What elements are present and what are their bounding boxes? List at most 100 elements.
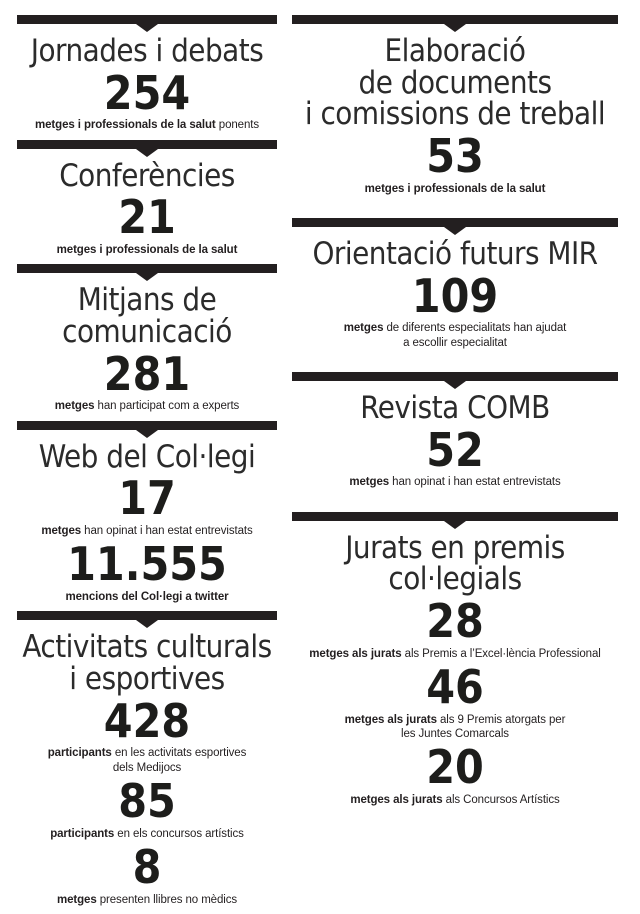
section-title: Mitjans de comunicació: [17, 285, 277, 348]
section-title-line: Mitjans de: [77, 282, 217, 319]
stat: 254 metges i professionals de la salut p…: [17, 65, 277, 133]
arrow-down-icon: [136, 24, 158, 32]
section-conferencies: Conferències 21 metges i professionals d…: [17, 139, 277, 258]
stat-value: 8: [132, 840, 162, 895]
stat: 85 participants en els concursos artísti…: [17, 774, 277, 841]
section-divider-bar: [292, 217, 618, 235]
stat-caption: metges han participat com a experts: [17, 399, 277, 413]
section-revista-comb: Revista COMB 52 metges han opinat i han …: [292, 371, 618, 490]
stat: 21 metges i professionals de la salut: [17, 190, 277, 257]
section-title: Elaboració de documents i comissions de …: [292, 33, 618, 133]
stat-value: 17: [118, 471, 176, 526]
stat-value: 28: [426, 593, 484, 648]
stat-caption: metges als jurats als 9 Premis atorgats …: [292, 713, 618, 742]
section-title-line: de documents: [358, 64, 553, 101]
section-title: Orientació futurs MIR: [292, 235, 618, 272]
stat-caption-line2: dels Medijocs: [112, 761, 182, 774]
stat-caption-rest: han participat com a experts: [94, 400, 240, 413]
stat-caption-rest: han opinat i han estat entrevistats: [81, 524, 253, 537]
stat-caption: mencions del Col·legi a twitter: [17, 590, 277, 604]
section-divider-bar: [17, 15, 277, 32]
right-column: Elaboració de documents i comissions de …: [292, 15, 618, 914]
stat-caption-rest: presenten llibres no mèdics: [96, 893, 238, 906]
section-title-line: Elaboració: [384, 33, 526, 69]
section-title-line: Conferències: [59, 157, 235, 194]
stat-caption-rest: ponents: [215, 119, 259, 132]
stat: 28 metges als jurats als Premis a l’Exce…: [292, 593, 618, 661]
stat-caption-bold: metges als jurats: [344, 713, 437, 726]
stat-caption: metges als jurats als Concursos Artístic…: [292, 793, 618, 807]
stat: 52 metges han opinat i han estat entrevi…: [292, 422, 618, 490]
stat-value: 85: [118, 774, 176, 829]
stat-value: 254: [103, 65, 191, 120]
stat-caption-rest: de diferents especialitats han ajudat: [383, 322, 567, 335]
stat-caption: participants en les activitats esportive…: [17, 746, 277, 775]
section-mitjans-de-comunicacio: Mitjans de comunicació 281 metges han pa…: [17, 264, 277, 413]
arrow-down-icon: [444, 226, 466, 235]
stat: 53 metges i professionals de la salut: [292, 128, 618, 196]
stat-caption-line2: a escollir especialitat: [403, 336, 507, 349]
stat-caption-bold: metges i professionals de la salut: [364, 182, 546, 195]
stat-value: 109: [411, 268, 499, 323]
stat-caption: metges i professionals de la salut: [17, 243, 277, 257]
stat-caption-bold: metges als jurats: [309, 647, 402, 660]
stat-caption-bold: participants: [50, 827, 115, 840]
section-title-line: Jurats en premis: [345, 529, 565, 566]
stat-caption: metges als jurats als Premis a l’Excel·l…: [292, 647, 618, 661]
stat-caption: metges han opinat i han estat entrevista…: [292, 475, 618, 489]
section-title: Activitats culturals i esportives: [17, 632, 277, 695]
stat-value: 20: [426, 740, 484, 795]
stat-caption: metges i professionals de la salut ponen…: [17, 118, 277, 132]
section-title: Jurats en premis col·legials: [292, 529, 618, 596]
stat-caption-bold: metges: [56, 893, 97, 906]
stat-caption-rest: als Concursos Artístics: [442, 794, 560, 807]
arrow-down-icon: [444, 380, 466, 389]
stat-value: 53: [426, 128, 484, 183]
arrow-down-icon: [444, 520, 466, 529]
arrow-down-icon: [136, 429, 158, 438]
section-title: Jornades i debats: [17, 35, 277, 68]
stat-caption-rest: en les activitats esportives: [111, 747, 247, 760]
stat: 8 metges presenten llibres no mèdics: [17, 840, 277, 907]
stat-value: 52: [426, 422, 484, 477]
arrow-down-icon: [136, 620, 158, 629]
stat-caption-line2: les Juntes Comarcals: [401, 727, 509, 740]
stat-caption: participants en els concursos artístics: [17, 827, 277, 841]
stat-caption-bold: metges: [343, 322, 384, 335]
section-title: Conferències: [17, 157, 277, 194]
section-title-line: i esportives: [69, 660, 225, 697]
stat: 428 participants en les activitats espor…: [17, 693, 277, 775]
stat-caption-rest: en els concursos artístics: [114, 827, 244, 840]
section-title-line: i comissions de treball: [304, 96, 606, 133]
section-jurats-en-premis: Jurats en premis col·legials 28 metges a…: [292, 511, 618, 808]
stat-caption-bold: participants: [47, 747, 112, 760]
section-activitats-culturals-i-esportives: Activitats culturals i esportives 428 pa…: [17, 611, 277, 907]
section-divider-bar: [292, 511, 618, 529]
stat-caption-bold: metges: [41, 524, 82, 537]
section-jornades-i-debats: Jornades i debats 254 metges i professio…: [17, 15, 277, 133]
stat: 11.555 mencions del Col·legi a twitter: [17, 541, 277, 604]
section-divider-bar: [17, 420, 277, 438]
stat-caption-rest: han opinat i han estat entrevistats: [389, 476, 561, 489]
stat-caption-bold: metges: [349, 476, 390, 489]
section-divider-bar: [17, 611, 277, 629]
arrow-down-icon: [136, 148, 158, 157]
stat-caption-bold: metges i professionals de la salut: [56, 243, 238, 256]
stat-value: 281: [103, 346, 191, 401]
stat-caption-bold: metges i professionals de la salut: [35, 119, 216, 132]
stat-caption-bold: metges: [54, 400, 95, 413]
section-title-line: comunicació: [62, 313, 232, 350]
section-title-line: Activitats culturals: [22, 629, 272, 666]
stat-caption-bold: metges als jurats: [350, 794, 443, 807]
section-title-line: Orientació futurs MIR: [312, 235, 598, 272]
left-column: Jornades i debats 254 metges i professio…: [17, 15, 277, 914]
stat-value: 21: [118, 190, 176, 245]
stat-caption: metges de diferents especialitats han aj…: [292, 321, 618, 350]
stat-caption-rest: als 9 Premis atorgats per: [436, 713, 566, 726]
stat-value: 428: [103, 693, 191, 748]
stat-caption: metges presenten llibres no mèdics: [17, 893, 277, 907]
section-divider-bar: [17, 264, 277, 282]
section-web-del-collegi: Web del Col·legi 17 metges han opinat i …: [17, 420, 277, 605]
section-divider-bar: [292, 371, 618, 389]
